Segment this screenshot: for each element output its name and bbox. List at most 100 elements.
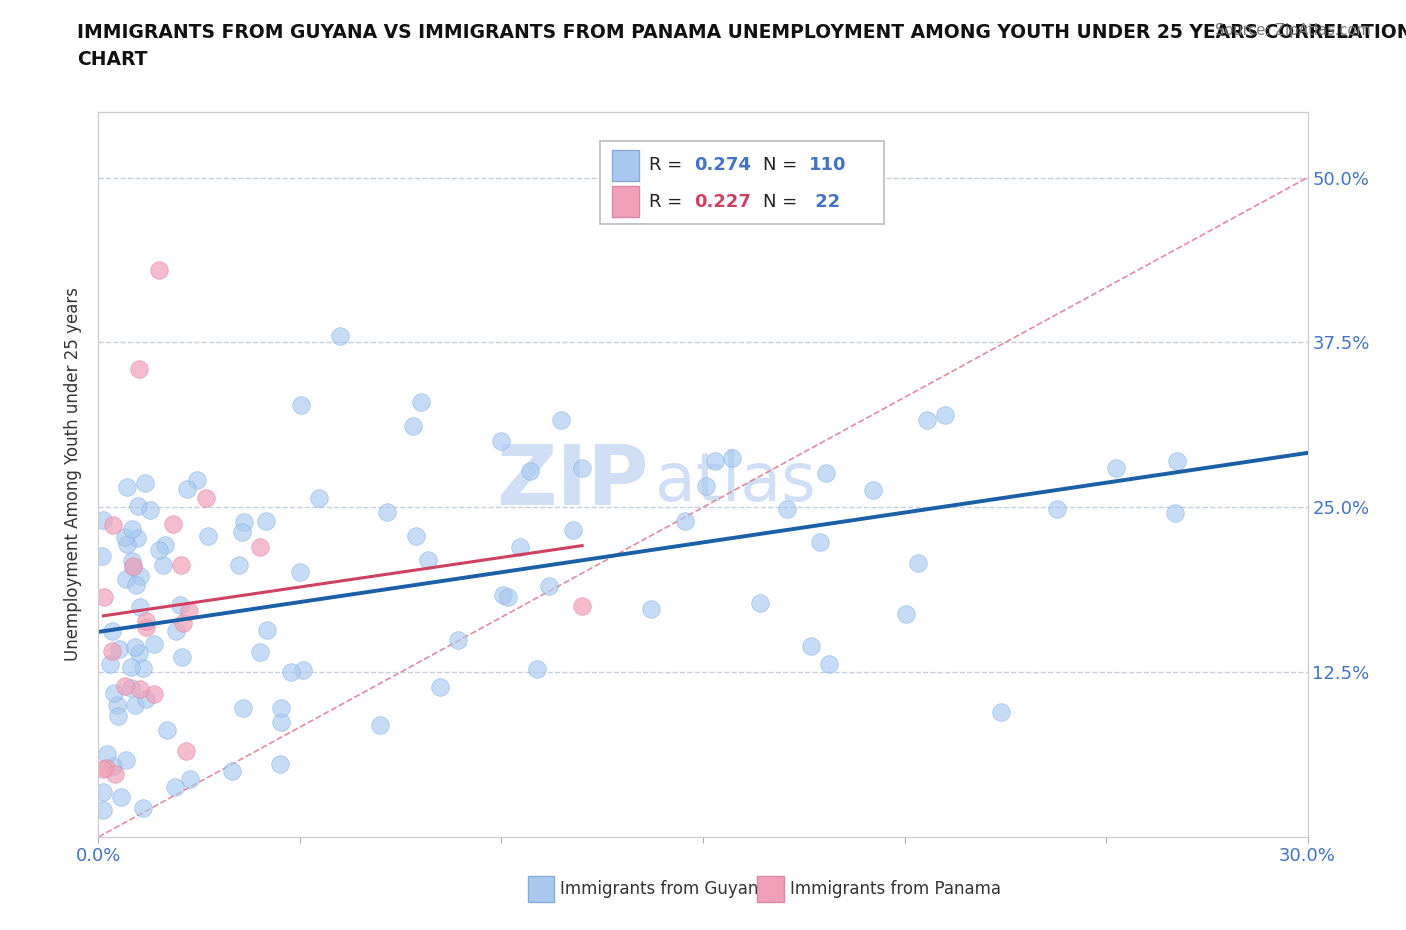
Point <box>132 801 155 816</box>
Point <box>100 657 122 671</box>
FancyBboxPatch shape <box>600 140 884 224</box>
Point <box>94 760 117 775</box>
Point <box>101 517 124 532</box>
Point <box>129 682 152 697</box>
Text: 0.274: 0.274 <box>695 156 751 174</box>
Point <box>107 709 129 724</box>
Point <box>491 434 513 449</box>
Point <box>290 397 312 412</box>
Point <box>409 394 432 409</box>
Point <box>134 475 156 490</box>
Point <box>416 552 439 567</box>
Point <box>117 479 139 494</box>
Point <box>308 491 330 506</box>
Text: 110: 110 <box>810 156 846 174</box>
Point <box>915 412 938 427</box>
Point <box>165 623 187 638</box>
Point <box>93 590 115 604</box>
Point <box>195 491 218 506</box>
Point <box>124 698 146 712</box>
Point <box>232 700 254 715</box>
Point <box>800 639 823 654</box>
Point <box>401 418 423 433</box>
Point <box>269 756 291 771</box>
Point <box>179 604 201 618</box>
Point <box>197 528 219 543</box>
Point <box>172 649 194 664</box>
Point <box>162 517 184 532</box>
Point <box>934 407 956 422</box>
Point <box>256 623 278 638</box>
Point <box>571 460 593 475</box>
Y-axis label: Unemployment Among Youth under 25 years: Unemployment Among Youth under 25 years <box>65 287 83 661</box>
Point <box>121 553 143 568</box>
Point <box>232 514 254 529</box>
Point <box>139 503 162 518</box>
Point <box>122 558 145 573</box>
Point <box>447 632 470 647</box>
Point <box>128 645 150 660</box>
Point <box>640 602 662 617</box>
Point <box>93 762 115 777</box>
Point <box>156 723 179 737</box>
Point <box>704 453 727 468</box>
Point <box>894 606 917 621</box>
Text: 22: 22 <box>810 193 841 210</box>
Point <box>1105 461 1128 476</box>
Point <box>498 590 520 604</box>
Point <box>571 599 593 614</box>
Point <box>143 686 166 701</box>
Point <box>538 579 561 594</box>
Point <box>152 557 174 572</box>
Text: R =: R = <box>648 156 688 174</box>
Point <box>817 657 839 671</box>
Point <box>176 481 198 496</box>
Point <box>270 714 292 729</box>
Text: Immigrants from Panama: Immigrants from Panama <box>790 880 1001 898</box>
Point <box>550 413 572 428</box>
Point <box>228 558 250 573</box>
Text: ZIP: ZIP <box>496 441 648 522</box>
Point <box>280 665 302 680</box>
Point <box>115 752 138 767</box>
Point <box>169 558 191 573</box>
Point <box>101 624 124 639</box>
Point <box>104 766 127 781</box>
Text: Source: ZipAtlas.com: Source: ZipAtlas.com <box>1215 23 1371 38</box>
Point <box>270 700 292 715</box>
Text: N =: N = <box>763 156 803 174</box>
Point <box>105 698 128 712</box>
Point <box>115 537 138 551</box>
Point <box>405 528 427 543</box>
Point <box>121 522 143 537</box>
Point <box>91 785 114 800</box>
Text: atlas: atlas <box>655 448 815 514</box>
Point <box>231 525 253 539</box>
Point <box>125 530 148 545</box>
Point <box>186 472 208 487</box>
Point <box>249 539 271 554</box>
Point <box>132 661 155 676</box>
Point <box>114 530 136 545</box>
Point <box>91 549 114 564</box>
Point <box>165 779 187 794</box>
Point <box>1166 454 1188 469</box>
Point <box>179 772 201 787</box>
Point <box>492 588 515 603</box>
Point <box>115 572 138 587</box>
Point <box>101 758 124 773</box>
Point <box>221 764 243 778</box>
Point <box>91 512 114 527</box>
Bar <box>758 876 785 902</box>
Point <box>249 644 271 659</box>
Point <box>120 659 142 674</box>
Point <box>519 463 541 478</box>
Text: Immigrants from Guyana: Immigrants from Guyana <box>561 880 769 898</box>
Point <box>148 262 170 277</box>
Point <box>110 790 132 804</box>
Bar <box>613 186 638 217</box>
Point <box>135 614 157 629</box>
Bar <box>613 150 638 180</box>
Point <box>862 482 884 497</box>
Point <box>122 560 145 575</box>
